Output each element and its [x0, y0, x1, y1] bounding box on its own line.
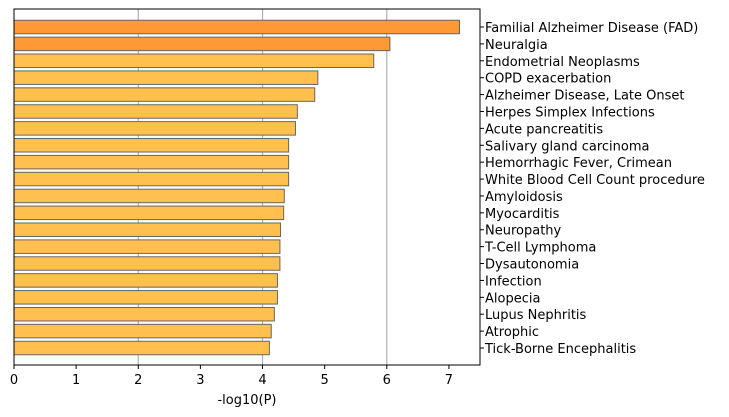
- bar-5: [13, 87, 316, 102]
- x-axis-label: -log10(P): [217, 393, 276, 408]
- bar-3: [13, 53, 375, 69]
- bar-9: [13, 154, 290, 170]
- x-tick-label-5: 5: [321, 373, 329, 388]
- x-tick-label-6: 6: [383, 373, 391, 388]
- category-label-4: COPD exacerbation: [485, 72, 611, 87]
- bar-10: [13, 171, 290, 187]
- bar-6: [13, 104, 298, 119]
- category-label-7: Acute pancreatitis: [485, 122, 603, 137]
- x-tick-label-4: 4: [258, 373, 266, 388]
- category-label-14: T-Cell Lymphoma: [484, 241, 596, 256]
- bar-13: [13, 222, 282, 237]
- category-label-5: Alzheimer Disease, Late Onset: [485, 89, 685, 104]
- bar-16: [13, 273, 278, 288]
- bar-17: [13, 290, 278, 305]
- bar-8: [13, 138, 290, 153]
- bars: [13, 19, 460, 356]
- category-label-1: Familial Alzheimer Disease (FAD): [485, 21, 698, 36]
- category-label-18: Lupus Nephritis: [485, 308, 587, 323]
- bar-12: [13, 205, 285, 221]
- x-tick-label-1: 1: [72, 373, 80, 388]
- x-tick-label-3: 3: [196, 373, 204, 388]
- category-label-12: Myocarditis: [485, 207, 560, 222]
- bar-14: [13, 239, 281, 254]
- category-label-6: Herpes Simplex Infections: [485, 105, 655, 120]
- bar-4: [13, 70, 319, 85]
- category-label-11: Amyloidosis: [485, 190, 563, 205]
- bar-15: [13, 256, 281, 271]
- bar-1: [13, 19, 460, 35]
- category-label-20: Tick-Borne Encephalitis: [484, 342, 636, 357]
- category-label-10: White Blood Cell Count procedure: [485, 173, 705, 188]
- category-label-2: Neuralgia: [485, 38, 548, 53]
- bar-19: [13, 323, 272, 339]
- bar-20: [13, 340, 270, 356]
- category-label-9: Hemorrhagic Fever, Crimean: [485, 156, 672, 171]
- category-label-16: Infection: [485, 274, 542, 289]
- category-label-17: Alopecia: [485, 291, 540, 306]
- x-tick-label-7: 7: [445, 373, 453, 388]
- x-tick-label-2: 2: [134, 373, 142, 388]
- category-label-19: Atrophic: [485, 325, 539, 340]
- bar-18: [13, 306, 275, 322]
- category-label-3: Endometrial Neoplasms: [485, 55, 640, 70]
- bar-7: [13, 121, 296, 136]
- grid-lines: [137, 9, 388, 365]
- category-labels: Familial Alzheimer Disease (FAD) Neuralgi…: [480, 21, 705, 357]
- category-label-8: Salivary gland carcinoma: [485, 139, 649, 154]
- bar-2: [13, 36, 391, 52]
- bar-11: [13, 188, 285, 204]
- category-label-15: Dysautonomia: [485, 258, 579, 273]
- plot-frame: [13, 8, 481, 366]
- category-label-13: Neuropathy: [485, 224, 562, 239]
- x-tick-label-0: 0: [10, 373, 18, 388]
- x-ticks: 0 1 2 3 4 5 6 7: [10, 365, 453, 388]
